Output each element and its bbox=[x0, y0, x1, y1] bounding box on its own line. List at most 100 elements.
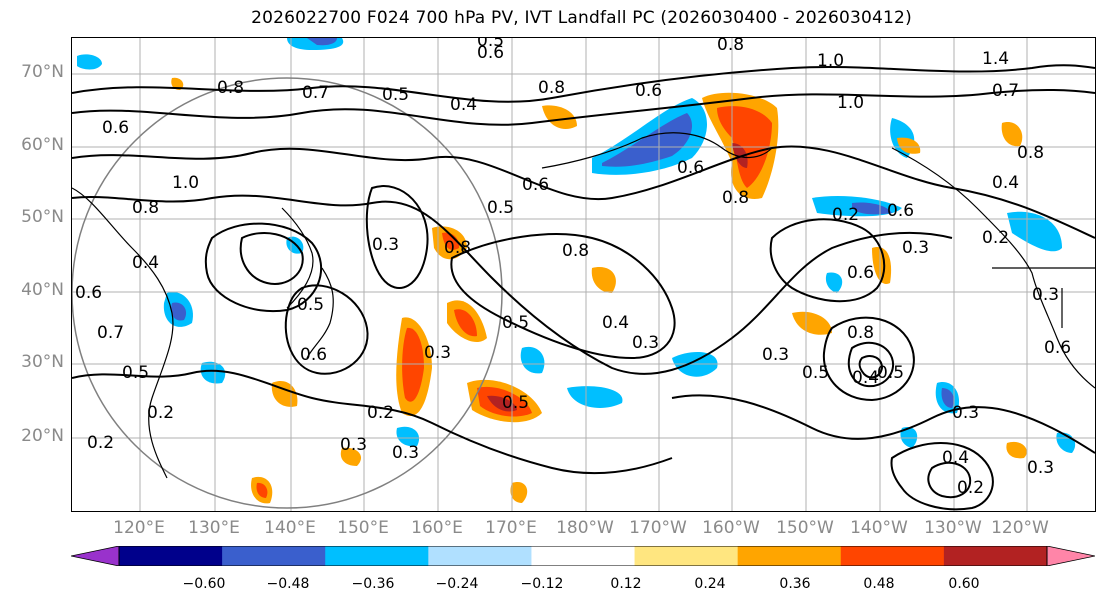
map-title: 2026022700 F024 700 hPa PV, IVT Landfall… bbox=[251, 8, 912, 28]
colorbar-bin bbox=[428, 546, 532, 566]
contour-label: 0.2 bbox=[87, 433, 114, 453]
lat-label-40n: 40°N bbox=[21, 280, 64, 300]
contour-label: 0.5 bbox=[502, 393, 529, 413]
shading-positive bbox=[402, 327, 424, 402]
lon-label-130e: 130°E bbox=[188, 518, 240, 538]
colorbar bbox=[71, 546, 1095, 566]
lon-label-150w: 150°W bbox=[776, 518, 834, 538]
shading-positive bbox=[792, 311, 832, 335]
lon-label-120e: 120°E bbox=[113, 518, 165, 538]
lon-label-160w: 160°W bbox=[702, 518, 760, 538]
shading-negative bbox=[307, 38, 337, 46]
shading-positive bbox=[487, 395, 517, 412]
lat-label-70n: 70°N bbox=[21, 62, 64, 82]
contour-label: 0.2 bbox=[147, 403, 174, 423]
lon-label-140e: 140°E bbox=[264, 518, 316, 538]
contour-label: 0.8 bbox=[562, 241, 589, 261]
contour-label: 1.0 bbox=[837, 93, 864, 113]
lon-label-180w: 180°W bbox=[556, 518, 614, 538]
contour-label: 0.3 bbox=[952, 403, 979, 423]
colorbar-tick: 0.48 bbox=[863, 576, 895, 592]
contour-label: 0.4 bbox=[132, 253, 159, 273]
colorbar-tick: 0.12 bbox=[610, 576, 642, 592]
shading-negative bbox=[396, 426, 420, 447]
contour-label: 0.8 bbox=[717, 38, 744, 55]
shading-positive bbox=[340, 447, 362, 466]
contour-label: 0.4 bbox=[450, 95, 477, 115]
lon-label-150e: 150°E bbox=[337, 518, 389, 538]
colorbar-bin bbox=[531, 546, 636, 566]
shading-positive bbox=[1006, 441, 1027, 459]
lon-label-140w: 140°W bbox=[850, 518, 908, 538]
colorbar-tick: 0.60 bbox=[948, 576, 980, 592]
contour-label: 1.4 bbox=[982, 49, 1009, 69]
contour-label: 0.7 bbox=[302, 83, 329, 103]
contour-label: 0.3 bbox=[762, 345, 789, 365]
colorbar-right-arrow bbox=[1046, 546, 1095, 566]
contour-label: 0.6 bbox=[477, 43, 504, 63]
contour-labels: 0.5 0.6 0.8 1.4 1.0 0.7 0.8 0.7 0.5 0.4 … bbox=[75, 38, 1071, 498]
shading-negative bbox=[941, 388, 954, 408]
coastlines bbox=[72, 132, 1095, 479]
contour-label: 0.4 bbox=[602, 313, 629, 333]
contour-label: 0.5 bbox=[502, 313, 529, 333]
colorbar-tick: −0.36 bbox=[351, 576, 395, 592]
contour-label: 0.6 bbox=[635, 81, 662, 101]
colorbar-tick: −0.24 bbox=[435, 576, 479, 592]
contour-label: 0.8 bbox=[444, 238, 471, 258]
colorbar-tick: 0.24 bbox=[694, 576, 726, 592]
contour-label: 0.5 bbox=[297, 295, 324, 315]
shading-negative bbox=[520, 346, 545, 374]
colorbar-left-arrow bbox=[71, 546, 120, 566]
contour-label: 0.6 bbox=[300, 345, 327, 365]
graticule bbox=[72, 38, 1095, 511]
lat-label-20n: 20°N bbox=[21, 426, 64, 446]
contour-label: 0.4 bbox=[992, 173, 1019, 193]
colorbar-bin bbox=[222, 546, 326, 566]
shading-positive bbox=[442, 232, 460, 250]
contour-label: 0.8 bbox=[217, 78, 244, 98]
shading-positive bbox=[1001, 122, 1023, 147]
shading-negative bbox=[77, 54, 102, 70]
lon-label-170e: 170°E bbox=[485, 518, 537, 538]
shading-positive bbox=[732, 143, 748, 168]
contour-label: 0.6 bbox=[102, 118, 129, 138]
contour-label: 0.5 bbox=[122, 363, 149, 383]
shading-negative bbox=[825, 272, 843, 293]
contour-label: 0.3 bbox=[372, 235, 399, 255]
contour-label: 0.8 bbox=[722, 188, 749, 208]
contour-label: 0.5 bbox=[477, 38, 504, 51]
landfall-circle bbox=[72, 77, 503, 509]
contour-label: 0.3 bbox=[424, 343, 451, 363]
lat-label-50n: 50°N bbox=[21, 207, 64, 227]
colorbar-bin bbox=[634, 546, 739, 566]
contour-label: 0.6 bbox=[887, 201, 914, 221]
contour-label: 0.3 bbox=[1027, 458, 1054, 478]
contour-label: 0.2 bbox=[957, 478, 984, 498]
contour-label: 0.3 bbox=[632, 333, 659, 353]
colorbar-bin bbox=[943, 546, 1048, 566]
shading-negative bbox=[602, 113, 692, 167]
contour-label: 0.4 bbox=[852, 368, 879, 388]
lon-label-120w: 120°W bbox=[991, 518, 1049, 538]
contour-label: 0.8 bbox=[1017, 143, 1044, 163]
shading-positive bbox=[510, 482, 528, 503]
shading-negative bbox=[200, 361, 226, 384]
contour-label: 1.0 bbox=[817, 51, 844, 71]
colorbar-tick: −0.12 bbox=[520, 576, 564, 592]
colorbar-tick: 0.36 bbox=[779, 576, 811, 592]
lon-label-160e: 160°E bbox=[411, 518, 463, 538]
contour-label: 0.6 bbox=[677, 158, 704, 178]
colorbar-bin bbox=[325, 546, 429, 566]
contour-label: 0.6 bbox=[75, 283, 102, 303]
ivt-shading bbox=[77, 38, 1076, 504]
colorbar-bin bbox=[737, 546, 842, 566]
lon-label-170w: 170°W bbox=[629, 518, 687, 538]
shading-negative bbox=[171, 302, 187, 321]
shading-positive bbox=[271, 380, 298, 407]
shading-negative bbox=[852, 202, 892, 215]
contour-label: 0.3 bbox=[1032, 285, 1059, 305]
contour-label: 0.3 bbox=[902, 238, 929, 258]
shading-positive bbox=[542, 105, 577, 129]
contour-label: 0.7 bbox=[97, 323, 124, 343]
